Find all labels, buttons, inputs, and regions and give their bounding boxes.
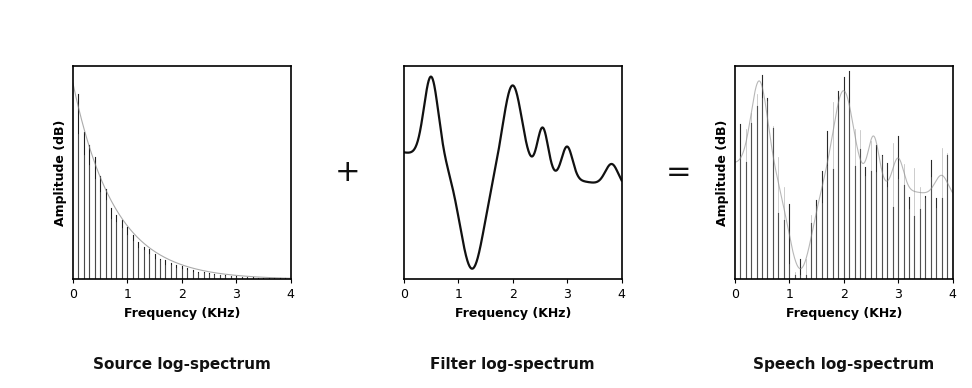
Y-axis label: Amplitude (dB): Amplitude (dB): [54, 120, 67, 226]
X-axis label: Frequency (KHz): Frequency (KHz): [455, 307, 571, 320]
Text: Filter log-spectrum: Filter log-spectrum: [431, 357, 595, 372]
X-axis label: Frequency (KHz): Frequency (KHz): [785, 307, 902, 320]
Text: +: +: [334, 158, 360, 187]
Text: Speech log-spectrum: Speech log-spectrum: [753, 357, 934, 372]
Text: =: =: [666, 158, 691, 187]
X-axis label: Frequency (KHz): Frequency (KHz): [123, 307, 240, 320]
Y-axis label: Amplitude (dB): Amplitude (dB): [716, 120, 729, 226]
Text: Source log-spectrum: Source log-spectrum: [93, 357, 271, 372]
